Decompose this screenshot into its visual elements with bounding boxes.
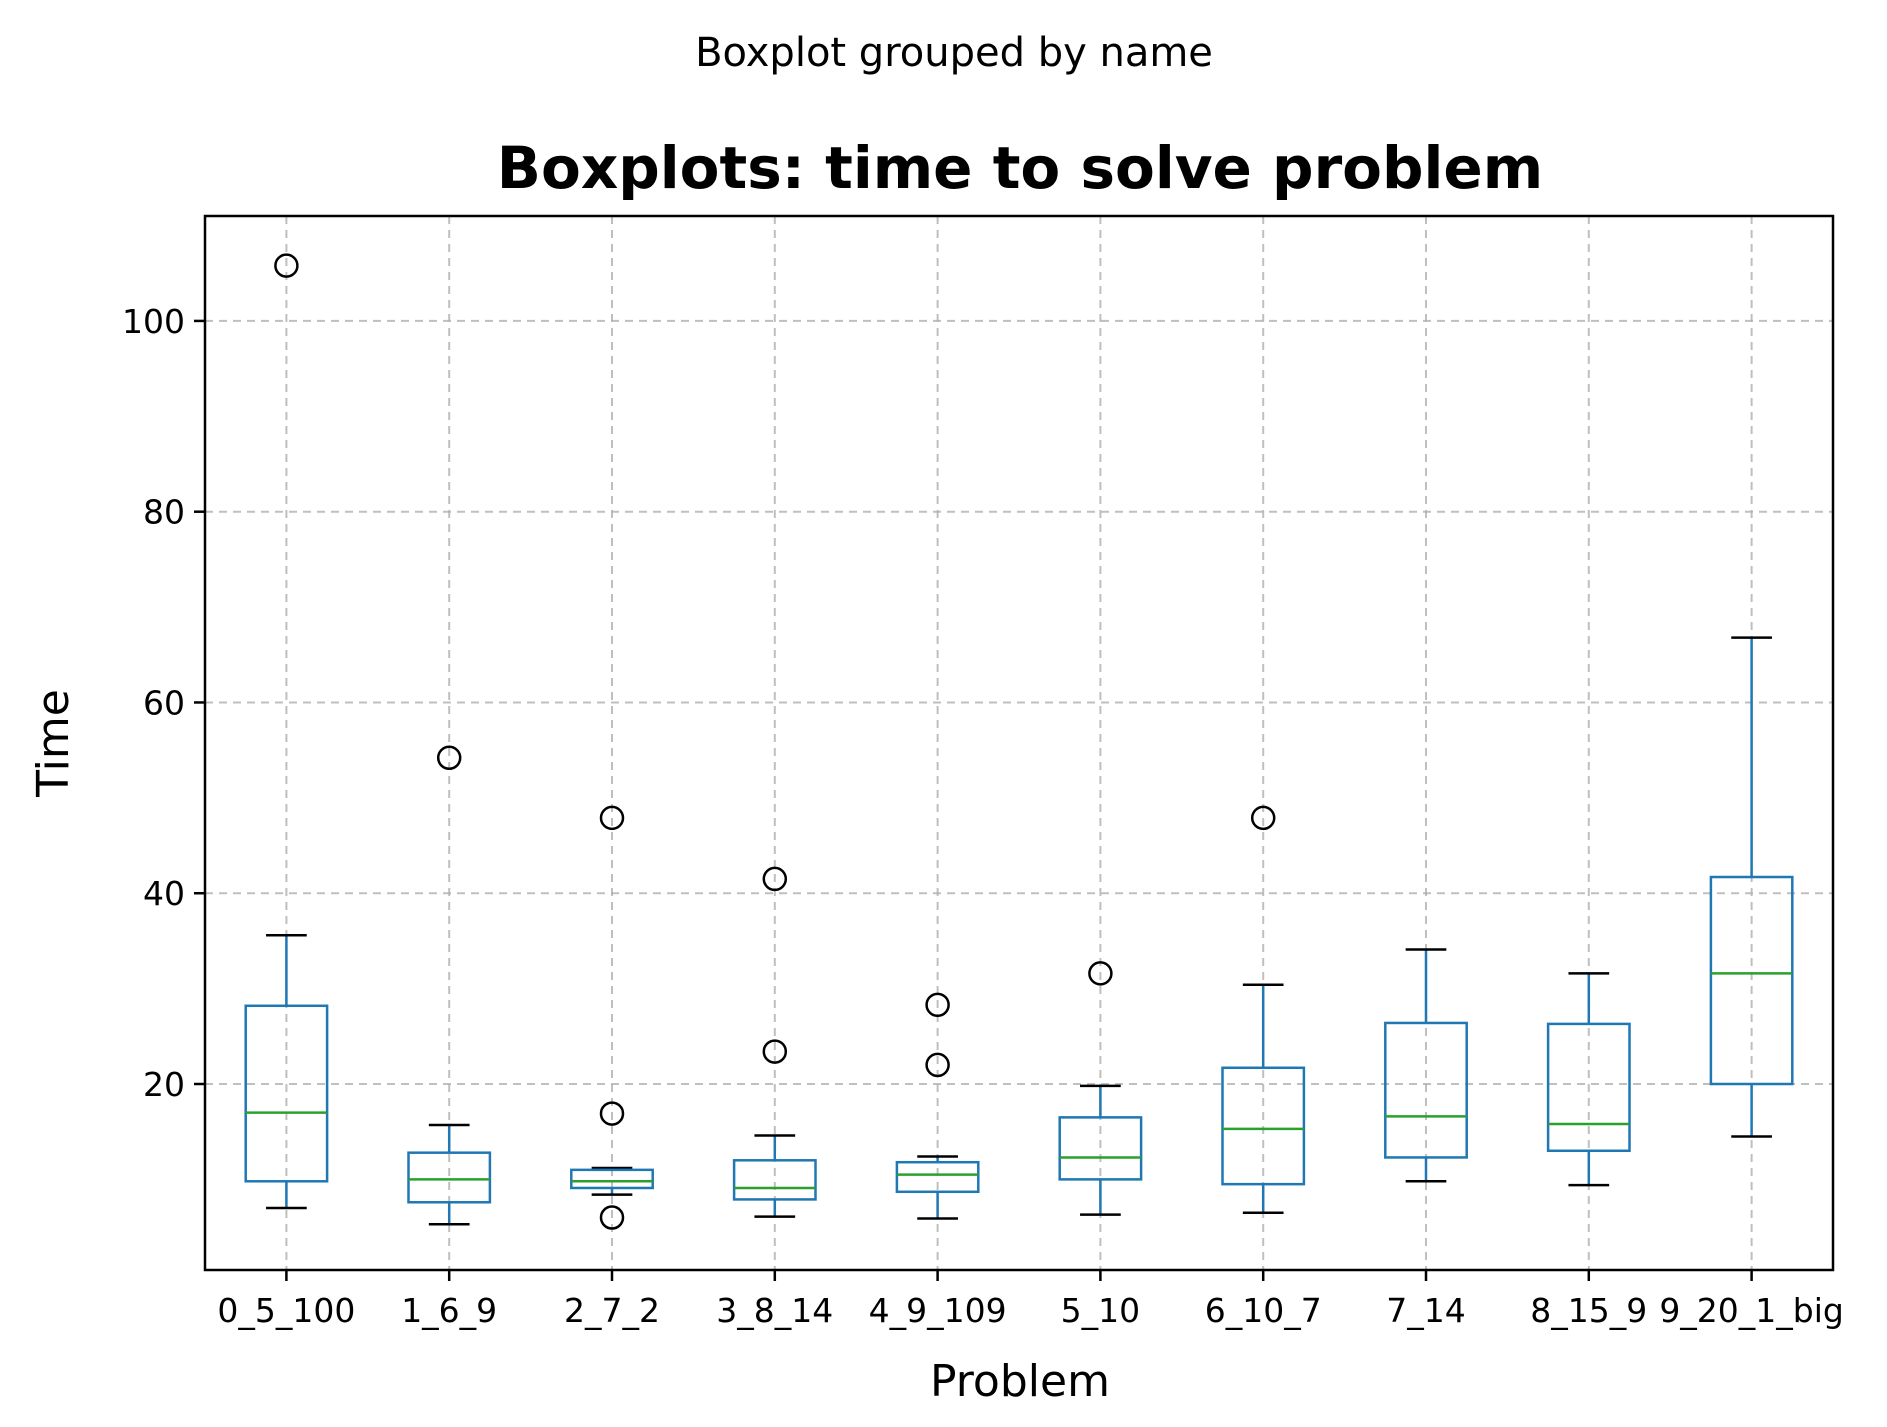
y-tick-label: 60 (143, 683, 185, 722)
x-tick-label: 6_10_7 (1205, 1291, 1322, 1330)
x-tick-label: 7_14 (1386, 1291, 1466, 1330)
x-tick-label: 3_8_14 (716, 1291, 833, 1330)
chart-suptitle: Boxplot grouped by name (695, 30, 1213, 76)
iqr-box (1384, 1021, 1468, 1159)
boxes (244, 253, 1794, 1230)
outlier-point (925, 1052, 950, 1078)
x-tick-label: 8_15_9 (1530, 1291, 1647, 1330)
box-group (1058, 961, 1143, 1216)
x-tick-label: 5_10 (1061, 1291, 1141, 1330)
outlier-point (274, 253, 299, 278)
outlier-point (436, 745, 462, 771)
iqr-box (895, 1160, 980, 1194)
chart-title: Boxplots: time to solve problem (497, 134, 1543, 202)
outlier-point (925, 992, 950, 1018)
y-tick-label: 20 (143, 1065, 185, 1104)
box-group (732, 866, 817, 1218)
iqr-box (1058, 1116, 1143, 1181)
y-axis-label: Time (28, 689, 79, 798)
outlier-point (762, 1039, 788, 1064)
y-tick-label: 80 (143, 493, 185, 532)
iqr-box (1709, 875, 1794, 1086)
x-tick-label: 0_5_100 (217, 1291, 355, 1330)
box-group (1221, 805, 1306, 1215)
x-tick-label: 1_6_9 (401, 1291, 497, 1330)
axis-ticks: 20 40 60 80 100 0_5_100 1_6_9 2_7_2 3_8_14 4_9_10… (122, 302, 1844, 1330)
iqr-box (732, 1159, 817, 1201)
outlier-point (599, 805, 625, 831)
box-group (407, 745, 492, 1226)
box-group (1384, 948, 1468, 1183)
iqr-box (1546, 1022, 1631, 1153)
box-group (895, 992, 980, 1220)
box-group (244, 253, 329, 1210)
plot-frame (203, 214, 1835, 1272)
outlier-point (1088, 961, 1113, 986)
outlier-point (762, 866, 788, 892)
outlier-point (599, 1101, 625, 1126)
iqr-box (244, 1004, 329, 1183)
y-tick-label: 40 (143, 874, 185, 913)
iqr-box (570, 1168, 654, 1190)
x-axis-label: Problem (930, 1356, 1110, 1407)
outlier-point (1250, 805, 1276, 831)
outlier-point (599, 1205, 625, 1230)
iqr-box (407, 1151, 492, 1204)
iqr-box (1221, 1066, 1306, 1186)
box-group (1546, 972, 1631, 1187)
grid-lines (205, 216, 1833, 1270)
x-tick-label: 9_20_1_big (1659, 1291, 1844, 1330)
y-tick-label: 100 (122, 302, 185, 341)
box-group (570, 805, 654, 1230)
x-tick-label: 4_9_109 (869, 1291, 1007, 1330)
box-group (1709, 636, 1794, 1138)
x-tick-label: 2_7_2 (564, 1291, 660, 1330)
